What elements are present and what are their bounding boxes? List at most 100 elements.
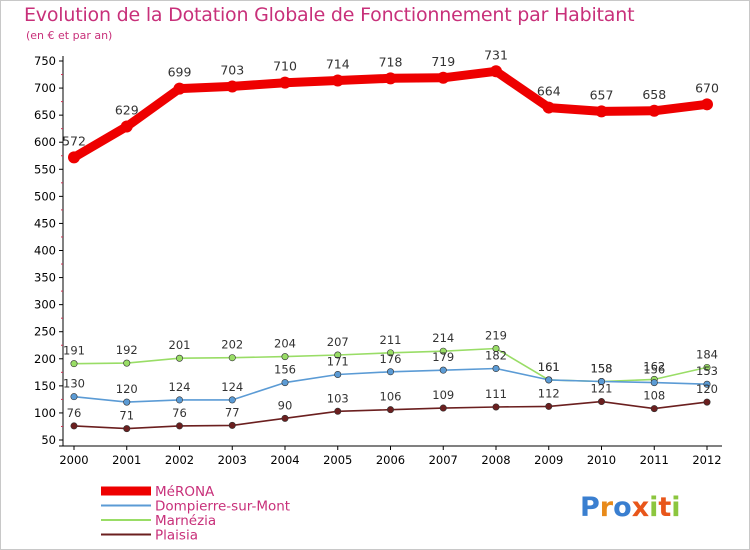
- data-label: 176: [380, 352, 402, 366]
- data-label: 670: [695, 80, 719, 95]
- data-point: [703, 380, 711, 388]
- data-label: 171: [327, 354, 349, 368]
- data-label: 201: [169, 338, 191, 352]
- data-point: [228, 421, 236, 429]
- data-point: [120, 120, 133, 133]
- data-point: [384, 72, 397, 85]
- x-tick-label: 2000: [59, 453, 88, 467]
- data-point: [439, 347, 447, 355]
- series-layer: [68, 65, 713, 433]
- x-tick-label: 2007: [429, 453, 458, 467]
- data-label: 111: [485, 387, 507, 401]
- data-label: 124: [221, 380, 243, 394]
- data-point: [545, 402, 553, 410]
- chart-subtitle: (en € et par an): [26, 29, 113, 42]
- data-label: 156: [643, 363, 665, 377]
- data-label: 120: [116, 382, 138, 396]
- data-label: 731: [484, 47, 508, 62]
- data-label: 162: [643, 359, 665, 373]
- data-label: 103: [327, 391, 349, 405]
- data-point: [70, 393, 78, 401]
- data-point: [492, 344, 500, 352]
- y-tick-label: 450: [34, 216, 56, 230]
- data-label: 76: [67, 406, 82, 420]
- data-label: 153: [696, 364, 718, 378]
- data-label: 192: [116, 343, 138, 357]
- y-tick-label: 650: [34, 108, 56, 122]
- y-tick-label: 50: [41, 433, 56, 447]
- x-tick-label: 2005: [323, 453, 352, 467]
- data-point: [123, 398, 131, 406]
- series-line-3: [73, 400, 708, 430]
- chart-title: Evolution de la Dotation Globale de Fonc…: [24, 4, 635, 26]
- data-label: 109: [432, 388, 454, 402]
- data-point: [650, 405, 658, 413]
- data-label: 699: [168, 65, 192, 80]
- x-tick-label: 2003: [218, 453, 247, 467]
- x-tick-label: 2008: [481, 453, 510, 467]
- x-tick-label: 2002: [165, 453, 194, 467]
- y-tick-label: 100: [34, 406, 56, 420]
- data-point: [334, 407, 342, 415]
- legend-label: Marnézia: [155, 513, 216, 529]
- data-point: [176, 354, 184, 362]
- data-label: 179: [432, 350, 454, 364]
- data-point: [545, 376, 553, 384]
- data-label: 124: [169, 380, 191, 394]
- data-label: 710: [273, 59, 297, 74]
- data-label: 130: [63, 377, 85, 391]
- data-label: 108: [643, 389, 665, 403]
- data-point: [595, 105, 608, 118]
- data-label: 657: [590, 87, 614, 102]
- y-tick-label: 200: [34, 352, 56, 366]
- data-label: 658: [642, 87, 666, 102]
- x-tick-label: 2011: [640, 453, 669, 467]
- legend-label: Dompierre-sur-Mont: [155, 499, 290, 515]
- legend-label: Plaisia: [155, 528, 198, 544]
- data-label: 664: [537, 84, 561, 99]
- data-label: 184: [696, 347, 718, 361]
- data-label: 572: [62, 133, 86, 148]
- data-label: 106: [380, 390, 402, 404]
- data-point: [331, 74, 344, 87]
- data-label: 112: [538, 386, 560, 400]
- data-point: [281, 353, 289, 361]
- y-tick-label: 400: [34, 244, 56, 258]
- data-label: 703: [220, 62, 244, 77]
- data-point: [703, 398, 711, 406]
- data-point: [386, 368, 394, 376]
- data-label: 158: [591, 362, 613, 376]
- data-point: [173, 82, 186, 95]
- data-label: 629: [115, 103, 139, 118]
- data-point: [490, 65, 502, 78]
- data-label: 214: [432, 331, 454, 345]
- data-point: [123, 425, 131, 433]
- data-point: [703, 363, 711, 371]
- y-tick-label: 700: [34, 81, 56, 95]
- data-point: [176, 396, 184, 404]
- data-label: 77: [225, 405, 240, 419]
- data-label: 161: [538, 360, 560, 374]
- data-label: 161: [538, 360, 560, 374]
- data-label: 191: [63, 344, 85, 358]
- legend-label: MéRONA: [155, 484, 215, 500]
- data-point: [226, 80, 239, 93]
- x-tick-label: 2009: [534, 453, 563, 467]
- data-point: [228, 354, 236, 362]
- data-point: [70, 360, 78, 368]
- data-point: [386, 406, 394, 414]
- data-point: [542, 101, 555, 114]
- data-labels: 572 629 699 703 710 714 718 719 731 664 657 658 670 1…: [62, 47, 719, 422]
- data-label: 71: [119, 409, 134, 423]
- data-point: [70, 422, 78, 430]
- data-point: [439, 404, 447, 412]
- y-tick-label: 350: [34, 271, 56, 285]
- data-label: 219: [485, 328, 507, 342]
- data-point: [281, 414, 289, 422]
- data-point: [439, 366, 447, 374]
- data-point: [386, 349, 394, 357]
- data-point: [597, 378, 605, 386]
- axes: 50 100 150 200 250 300 350 400 450 500 550 600 650 70…: [34, 54, 722, 467]
